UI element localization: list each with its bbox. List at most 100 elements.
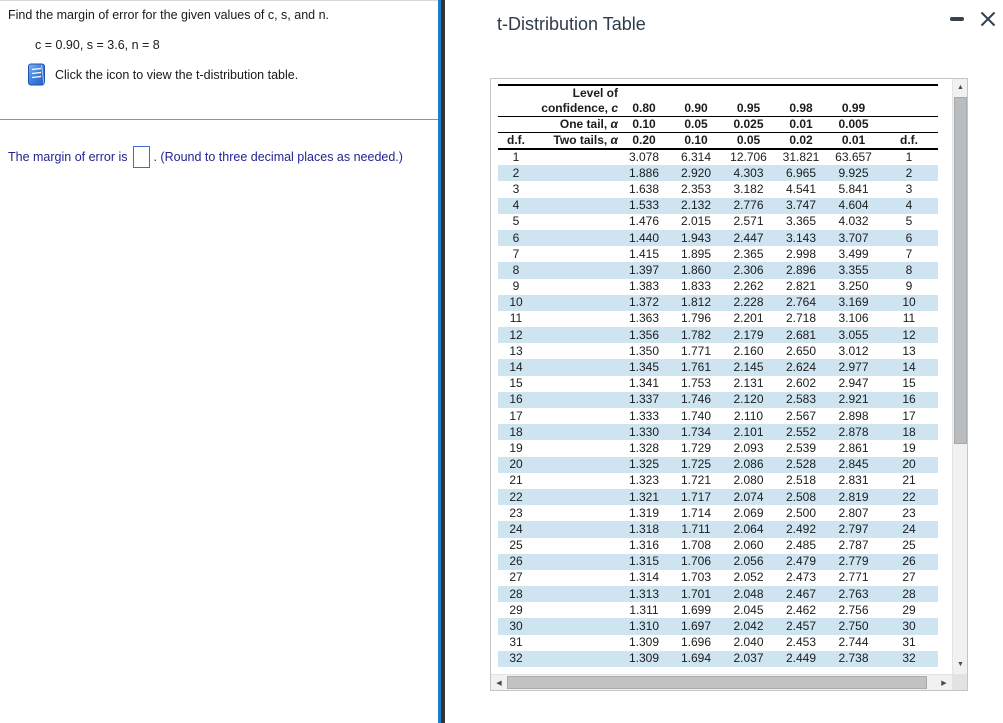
- value-cell: 2.807: [838, 505, 869, 520]
- value-cell: 1.711: [670, 521, 722, 538]
- label-cell: [534, 456, 618, 473]
- table-row: 22 1.321 1.717 2.074 2.508 2.819 22: [498, 488, 938, 506]
- vertical-scroll-thumb[interactable]: [954, 97, 967, 444]
- horizontal-scrollbar[interactable]: ◀ ▶: [491, 674, 952, 690]
- value-cell: 5.841: [838, 181, 869, 196]
- value-cell: 2.353: [680, 181, 712, 196]
- table-row: 9 1.383 1.833 2.262 2.821 3.250 9: [498, 279, 938, 295]
- table-row: 8 1.397 1.860 2.306 2.896 3.355 8: [498, 262, 938, 279]
- confidence-value: 0.90: [670, 101, 722, 117]
- value-cell: 1.708: [680, 538, 712, 553]
- header-one-tail-row: One tail, α 0.10 0.05 0.025 0.01 0.005: [498, 116, 938, 133]
- value-cell: 3.143: [775, 229, 827, 247]
- value-cell: 2.160: [733, 343, 764, 358]
- value-cell: 2.467: [775, 586, 827, 603]
- scroll-right-icon[interactable]: ▶: [941, 680, 947, 687]
- table-row: 3 1.638 2.353 3.182 4.541 5.841 3: [498, 181, 938, 197]
- df-cell: 22: [880, 488, 938, 506]
- view-table-icon[interactable]: [28, 63, 46, 86]
- value-cell: 1.476: [628, 214, 660, 229]
- df-cell: 13: [509, 343, 523, 358]
- df-cell: 23: [902, 505, 916, 520]
- value-cell: 2.845: [827, 456, 880, 473]
- value-cell: 2.457: [775, 618, 827, 635]
- df-cell: 9: [905, 279, 913, 294]
- value-cell: 2.045: [733, 602, 764, 617]
- value-cell: 2.831: [838, 473, 869, 488]
- value-cell: 1.717: [670, 488, 722, 506]
- df-cell: 30: [498, 618, 534, 635]
- scrollbar-corner: [952, 674, 967, 690]
- value-cell: 2.074: [722, 488, 775, 506]
- instruction-text: Click the icon to view the t-distributio…: [55, 67, 299, 82]
- label-cell: [534, 650, 618, 667]
- value-cell: 2.567: [785, 408, 817, 423]
- table-row: 17 1.333 1.740 2.110 2.567 2.898 17: [498, 408, 938, 424]
- value-cell: 1.345: [618, 359, 670, 376]
- value-cell: 1.309: [628, 635, 660, 650]
- df-cell: 14: [880, 359, 938, 376]
- t-distribution-table: Level of confidence, c 0.80 0.90 0.95 0.…: [498, 84, 938, 667]
- vertical-scrollbar[interactable]: ▲ ▼: [952, 79, 967, 674]
- value-cell: 2.744: [838, 635, 869, 650]
- value-cell: 1.310: [618, 618, 670, 635]
- answer-input[interactable]: [133, 146, 151, 168]
- table-row: 28 1.313 1.701 2.048 2.467 2.763 28: [498, 586, 938, 603]
- value-cell: 1.316: [628, 538, 660, 553]
- horizontal-scroll-thumb[interactable]: [507, 676, 927, 689]
- value-cell: 1.315: [618, 553, 670, 570]
- label-cell: [534, 521, 618, 538]
- value-cell: 2.101: [722, 424, 775, 441]
- value-cell: 2.048: [722, 586, 775, 603]
- value-cell: 2.776: [722, 197, 775, 214]
- value-cell: 1.313: [618, 586, 670, 603]
- value-cell: 3.250: [838, 279, 869, 294]
- confidence-value: 0.95: [722, 101, 775, 117]
- table-row: 14 1.345 1.761 2.145 2.624 2.977 14: [498, 359, 938, 376]
- table-row: 32 1.309 1.694 2.037 2.449 2.738 32: [498, 650, 938, 667]
- label-cell: [534, 294, 618, 311]
- one-tail-value: 0.025: [722, 116, 775, 133]
- value-cell: 2.262: [733, 279, 764, 294]
- label-cell: [534, 229, 618, 247]
- value-cell: 2.624: [775, 359, 827, 376]
- df-cell: 25: [902, 538, 916, 553]
- df-cell: 20: [880, 456, 938, 473]
- value-cell: 2.508: [775, 488, 827, 506]
- value-cell: 6.314: [680, 150, 712, 165]
- value-cell: 2.602: [785, 376, 817, 391]
- df-cell: 2: [880, 165, 938, 182]
- value-cell: 2.449: [775, 650, 827, 667]
- df-cell: 5: [512, 214, 520, 229]
- value-cell: 3.078: [628, 150, 660, 165]
- value-cell: 2.462: [785, 602, 817, 617]
- answer-sentence: The margin of error is . (Round to three…: [8, 146, 403, 168]
- scroll-left-icon[interactable]: ◀: [496, 680, 502, 687]
- df-cell: 3: [905, 181, 913, 196]
- t-table-dialog: t-Distribution Table: [445, 0, 1003, 723]
- table-row: 21 1.323 1.721 2.080 2.518 2.831 21: [498, 473, 938, 489]
- value-cell: 2.131: [733, 376, 764, 391]
- value-cell: 2.779: [827, 553, 880, 570]
- value-cell: 2.821: [785, 279, 817, 294]
- df-cell: 15: [902, 376, 916, 391]
- value-cell: 2.479: [775, 553, 827, 570]
- scroll-up-icon[interactable]: ▲: [957, 84, 964, 91]
- two-tails-value: 0.05: [722, 132, 775, 150]
- value-cell: 1.325: [618, 456, 670, 473]
- value-cell: 1.771: [680, 343, 712, 358]
- value-cell: 1.714: [680, 505, 712, 520]
- value-cell: 1.440: [618, 229, 670, 247]
- table-row: 27 1.314 1.703 2.052 2.473 2.771 27: [498, 570, 938, 586]
- df-cell: 17: [902, 408, 916, 423]
- label-cell: [534, 149, 618, 165]
- scroll-down-icon[interactable]: ▼: [957, 661, 964, 668]
- minimize-icon[interactable]: [950, 17, 964, 21]
- value-cell: 1.341: [628, 376, 660, 391]
- value-cell: 3.169: [827, 294, 880, 311]
- confidence-label: confidence, c: [534, 101, 618, 117]
- value-cell: 4.032: [838, 214, 869, 229]
- value-cell: 2.771: [838, 570, 869, 585]
- close-icon[interactable]: [978, 9, 998, 29]
- label-cell: [534, 488, 618, 506]
